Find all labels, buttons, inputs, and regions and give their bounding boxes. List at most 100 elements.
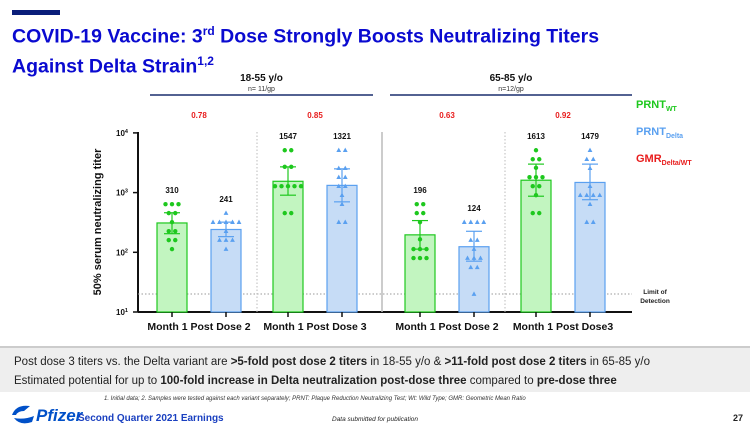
wt-data-point: [530, 210, 535, 216]
accent-bar: [12, 10, 60, 15]
wt-data-point: [527, 175, 532, 180]
footnote: 1. Initial data; 2. Samples were tested …: [104, 396, 526, 402]
pfizer-logo-text: Pfizer: [36, 406, 83, 425]
delta-data-point: [223, 246, 229, 251]
lod-label: Detection: [640, 298, 670, 305]
gmr-label: 0.92: [555, 111, 571, 120]
legend-item: GMRDelta/WT: [636, 153, 692, 167]
wt-data-point: [537, 157, 542, 162]
delta-data-point: [339, 192, 345, 197]
wt-data-point: [411, 246, 416, 252]
delta-data-point: [336, 219, 342, 224]
wt-data-point: [417, 255, 423, 261]
wt-data-point: [421, 210, 426, 216]
wt-data-point: [169, 201, 175, 207]
delta-data-point: [223, 237, 229, 242]
gmt-label: 1479: [581, 132, 599, 141]
delta-data-point: [471, 246, 477, 251]
delta-data-point: [336, 165, 342, 171]
wt-data-point: [298, 183, 304, 189]
delta-data-point: [471, 291, 477, 296]
x-category-label: Month 1 Post Dose 2: [395, 321, 498, 333]
x-category-label: Month 1 Post Dose 2: [147, 321, 250, 333]
delta-data-point: [336, 183, 342, 188]
wt-data-point: [282, 148, 287, 153]
wt-data-point: [533, 192, 539, 198]
delta-data-point: [584, 192, 590, 197]
wt-data-point: [411, 255, 416, 261]
delta-data-point: [465, 255, 470, 260]
gmt-label: 1321: [333, 132, 351, 141]
wt-data-point: [537, 183, 542, 189]
wt-data-point: [417, 219, 423, 225]
wt-data-point: [537, 210, 542, 216]
group-n: n=12/gp: [498, 86, 524, 93]
wt-data-point: [289, 148, 294, 153]
gmr-label: 0.63: [439, 111, 455, 120]
wt-data-point: [285, 183, 291, 189]
wt-data-point: [169, 246, 175, 252]
legend-item: PRNTDelta: [636, 126, 683, 140]
footer-earnings: Second Quarter 2021 Earnings: [78, 413, 224, 424]
delta-data-point: [342, 147, 348, 153]
wt-data-point: [533, 148, 539, 153]
page-title: COVID-19 Vaccine: 3rd Dose Strongly Boos…: [12, 24, 600, 77]
delta-data-point: [587, 147, 593, 153]
wt-data-point: [417, 237, 423, 242]
x-category-label: Month 1 Post Dose 3: [263, 321, 366, 333]
delta-data-point: [468, 264, 474, 270]
delta-data-point: [230, 219, 235, 224]
delta-data-point: [236, 219, 242, 224]
group-n: n= 11/gp: [248, 86, 275, 93]
legend-item: PRNTWT: [636, 99, 678, 113]
wt-data-point: [530, 183, 535, 189]
wt-data-point: [272, 183, 278, 189]
y-tick-label: 102: [116, 248, 128, 257]
wt-data-point: [169, 219, 175, 225]
delta-data-point: [468, 237, 474, 242]
gmt-label: 310: [165, 186, 179, 195]
x-category-label: Month 1 Post Dose3: [513, 321, 614, 333]
summary-box: Post dose 3 titers vs. the Delta variant…: [0, 346, 750, 392]
wt-data-point: [414, 201, 419, 207]
delta-data-point: [230, 237, 235, 242]
delta-data-point: [336, 147, 342, 153]
wt-data-point: [282, 210, 287, 216]
wt-data-point: [414, 210, 419, 216]
delta-data-point: [577, 192, 583, 197]
wt-data-point: [530, 157, 535, 162]
delta-data-point: [217, 219, 222, 224]
pfizer-logo-icon: [12, 405, 34, 424]
wt-data-point: [292, 183, 297, 189]
delta-data-point: [210, 219, 216, 224]
delta-data-point: [223, 210, 229, 215]
y-axis-label: 50% serum neutralizing titer: [92, 148, 104, 295]
delta-data-point: [342, 174, 348, 180]
delta-data-point: [481, 219, 487, 224]
gmt-label: 1547: [279, 132, 297, 141]
wt-bar: [520, 179, 552, 313]
summary-line-2: Estimated potential for up to 100-fold i…: [14, 375, 617, 387]
delta-data-point: [339, 201, 345, 206]
wt-data-point: [166, 228, 171, 234]
delta-data-point: [584, 219, 590, 224]
delta-data-point: [217, 237, 222, 242]
delta-data-point: [474, 237, 480, 242]
lod-label: Limit of: [643, 289, 667, 296]
wt-data-point: [176, 201, 181, 207]
delta-data-point: [597, 192, 603, 197]
page-number: 27: [733, 413, 744, 423]
wt-data-point: [163, 201, 168, 207]
y-tick-label: 104: [116, 129, 129, 138]
gmr-label: 0.85: [307, 111, 323, 120]
gmr-label: 0.78: [191, 111, 207, 120]
wt-data-point: [173, 237, 178, 243]
delta-data-point: [336, 174, 342, 180]
summary-line-1: Post dose 3 titers vs. the Delta variant…: [14, 356, 650, 368]
wt-data-point: [417, 246, 423, 252]
delta-data-point: [587, 165, 593, 171]
wt-data-point: [173, 228, 178, 234]
wt-data-point: [533, 175, 539, 180]
group-label: 65-85 y/o: [490, 73, 533, 84]
wt-data-point: [533, 165, 539, 171]
